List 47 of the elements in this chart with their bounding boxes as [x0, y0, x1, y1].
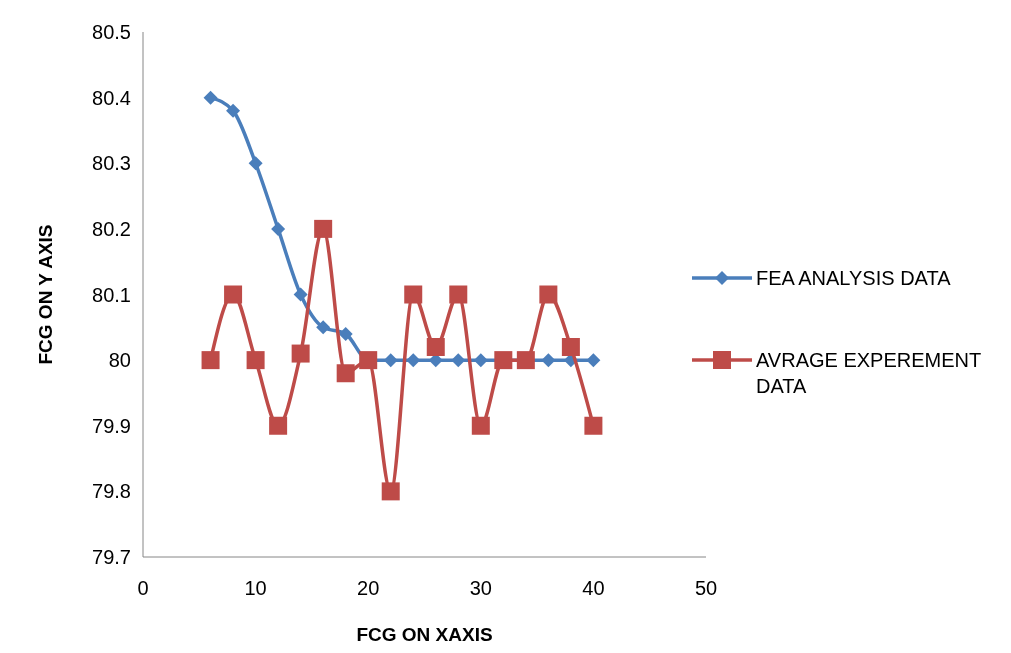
point [226, 103, 241, 118]
x-tick-label: 10 [244, 577, 267, 599]
point [246, 351, 265, 370]
x-tick-label: 30 [469, 577, 492, 599]
y-tick-label: 79.7 [92, 546, 131, 568]
point [269, 416, 288, 435]
legend-label: AVRAGE EXPEREMENT DATA [756, 349, 982, 397]
y-tick-label: 80 [108, 349, 131, 372]
y-tick-label: 80.3 [92, 152, 131, 175]
point [293, 287, 308, 302]
y-tick-label: 80.4 [92, 86, 131, 109]
point [539, 285, 558, 304]
legend-label: FEA ANALYSIS DATA [756, 267, 952, 289]
x-tick-label: 40 [582, 577, 605, 599]
point [541, 353, 556, 368]
point [561, 338, 580, 356]
point [584, 416, 603, 435]
point [586, 353, 601, 368]
point [314, 219, 333, 238]
point [381, 482, 400, 501]
point [203, 90, 218, 105]
y-tick-label: 80.1 [92, 283, 131, 306]
y-axis-title: FCG ON Y AXIS [35, 224, 56, 365]
x-axis-title: FCG ON XAXIS [356, 624, 493, 645]
point [451, 353, 466, 368]
point [338, 326, 353, 341]
y-tick-label: 80.2 [92, 217, 131, 240]
point [336, 364, 355, 383]
point [449, 285, 468, 304]
point [406, 353, 421, 368]
y-tick-label: 79.8 [92, 480, 131, 503]
point [248, 156, 263, 171]
x-tick-label: 0 [137, 577, 149, 599]
point [316, 320, 331, 335]
x-tick-label: 50 [694, 577, 718, 599]
point [271, 221, 286, 236]
point [426, 338, 445, 356]
point [224, 285, 243, 304]
y-tick-label: 80.5 [92, 21, 131, 43]
y-tick-label: 79.9 [92, 414, 131, 437]
point [201, 351, 220, 370]
point [383, 353, 398, 368]
point [473, 353, 488, 368]
point [471, 416, 490, 435]
x-tick-label: 20 [357, 577, 380, 599]
point [404, 285, 423, 304]
point [291, 344, 310, 363]
